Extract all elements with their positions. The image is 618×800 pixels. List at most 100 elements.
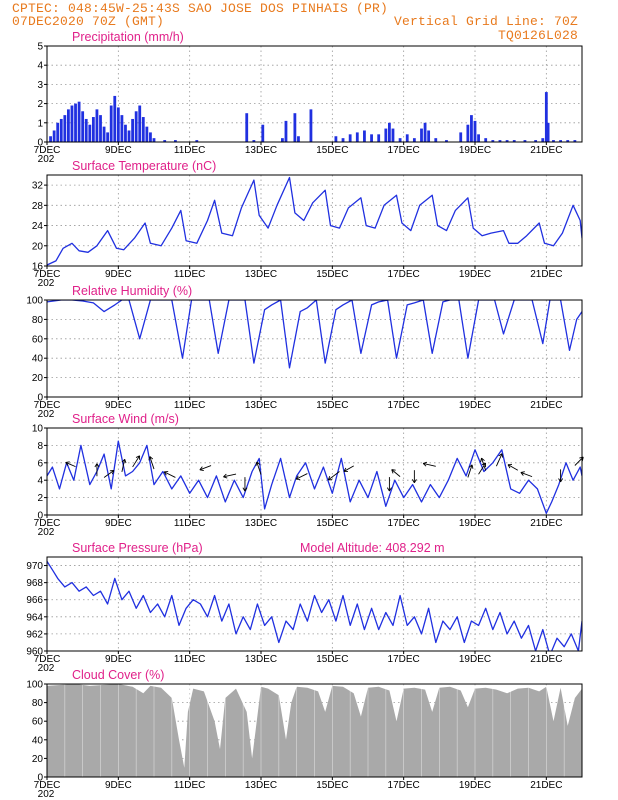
precip-bar	[484, 138, 488, 142]
precip-bar	[91, 117, 95, 142]
precip-bar	[434, 138, 438, 142]
header-run-time: 07DEC2020 70Z (GMT)	[12, 14, 165, 29]
cloud-xtick-label: 19DEC	[459, 780, 491, 791]
wind-xtick-label: 7DEC	[34, 518, 61, 529]
precip-bar	[245, 113, 249, 142]
precip-bar	[174, 140, 177, 142]
wind-vector	[256, 461, 262, 475]
wind-vector	[103, 470, 115, 478]
precip-panel: 0 1 2 3 4 5 7DEC 9DEC 11DEC 13DEC 15DEC 17DEC 19DEC 2…	[34, 30, 583, 165]
temp-xtick-label: 19DEC	[459, 269, 491, 280]
precip-bar	[398, 138, 402, 142]
pressure-xtick-label: 19DEC	[459, 654, 491, 665]
wind-xtick-label: 11DEC	[174, 518, 206, 529]
rh-ytick-label: 0	[37, 393, 43, 404]
temp-xtick-label: 9DEC	[105, 269, 132, 280]
rh-xtick-label: 17DEC	[388, 400, 420, 411]
rh-title: Relative Humidity (%)	[72, 284, 192, 298]
wind-vector	[149, 456, 155, 470]
precip-bar	[152, 138, 156, 142]
precip-xtick-label: 11DEC	[174, 145, 206, 156]
precip-xtick-label: 9DEC	[105, 145, 132, 156]
rh-ytick-label: 80	[32, 315, 44, 326]
wind-vector-head	[121, 458, 127, 464]
precip-bar	[99, 115, 102, 142]
pressure-ytick-label: 960	[26, 647, 43, 658]
precip-bar	[127, 130, 131, 142]
pressure-xtick-label: 15DEC	[316, 654, 348, 665]
wind-vector-head	[295, 475, 301, 480]
temp-xtick-label: 17DEC	[388, 269, 420, 280]
wind-xtick-label: 21DEC	[530, 518, 562, 529]
precip-ytick-label: 3	[37, 80, 43, 91]
wind-vector	[327, 471, 340, 481]
precip-bar	[544, 92, 548, 142]
wind-vector	[223, 473, 237, 478]
precip-bar	[512, 140, 516, 142]
precip-bar	[363, 130, 366, 142]
precip-bar	[445, 140, 448, 142]
pressure-line	[47, 560, 582, 651]
precip-bar	[427, 130, 431, 142]
precip-bar	[309, 109, 313, 142]
precip-bar	[195, 140, 199, 142]
precip-bar	[420, 128, 423, 142]
precip-bar	[102, 126, 106, 142]
precip-bar	[88, 124, 92, 142]
cloud-xtick-label: 11DEC	[174, 780, 206, 791]
cloud-xtick-label: 15DEC	[316, 780, 348, 791]
pressure-xtick-label: 9DEC	[105, 654, 132, 665]
precip-bar	[355, 132, 359, 142]
temp-ytick-label: 28	[32, 201, 44, 212]
header-grid-line: Vertical Grid Line: 70Z	[393, 14, 578, 29]
temp-ytick-label: 20	[32, 241, 44, 252]
wind-ytick-label: 4	[37, 476, 43, 487]
cloud-ytick-label: 60	[32, 717, 44, 728]
rh-xtick-label: 15DEC	[316, 400, 348, 411]
wind-vector	[295, 473, 308, 480]
pressure-title: Surface Pressure (hPa)	[72, 541, 203, 555]
wind-vector-head	[327, 476, 333, 481]
rh-panel: 0 20 40 60 80 100 7DEC 9DEC 11DEC 13DEC 15DEC 17DEC…	[26, 284, 583, 420]
cloud-xtick-label: 9DEC	[105, 780, 132, 791]
pressure-ytick-label: 970	[26, 561, 43, 572]
precip-series	[49, 92, 577, 142]
rh-year-hint: 202	[38, 409, 55, 420]
wind-frame	[46, 427, 583, 516]
rh-frame	[46, 299, 583, 398]
wind-vector-head	[65, 461, 70, 466]
wind-vector	[121, 459, 126, 472]
wind-title: Surface Wind (m/s)	[72, 412, 179, 426]
cloud-xtick-label: 21DEC	[530, 780, 562, 791]
wind-vector-head	[391, 469, 396, 474]
wind-line	[47, 440, 582, 514]
wind-vector-head	[480, 457, 485, 463]
pressure-xtick-label: 11DEC	[174, 654, 206, 665]
wind-vector-head	[520, 471, 525, 476]
precip-bar	[81, 111, 85, 142]
cloud-year-hint: 202	[38, 789, 55, 800]
wind-ytick-label: 6	[37, 458, 43, 469]
temp-ytick-label: 32	[32, 181, 44, 192]
wind-vector	[423, 463, 436, 467]
wind-vector-head	[498, 453, 503, 458]
wind-vector-head	[135, 455, 141, 460]
precip-bar	[52, 130, 56, 142]
wind-vector-head	[411, 479, 417, 484]
precip-bar	[552, 140, 555, 142]
pressure-ytick-label: 964	[26, 612, 43, 623]
cloud-panel: 0 20 40 60 80 100 7DEC 9DEC 11DEC 13DEC 15DEC 17DEC…	[26, 668, 583, 800]
precip-bar	[412, 138, 416, 142]
precip-bar	[120, 115, 124, 142]
cloud-ytick-label: 20	[32, 754, 44, 765]
rh-xtick-label: 13DEC	[245, 400, 277, 411]
wind-vector	[520, 472, 533, 478]
wind-ytick-label: 0	[37, 511, 43, 522]
rh-line	[47, 300, 582, 369]
cloud-series	[47, 684, 582, 777]
wind-vector-head	[343, 467, 348, 472]
pressure-xtick-label: 17DEC	[388, 654, 420, 665]
precip-year-hint: 202	[38, 154, 55, 165]
wind-vector-head	[163, 471, 169, 476]
temp-xtick-label: 11DEC	[174, 269, 206, 280]
